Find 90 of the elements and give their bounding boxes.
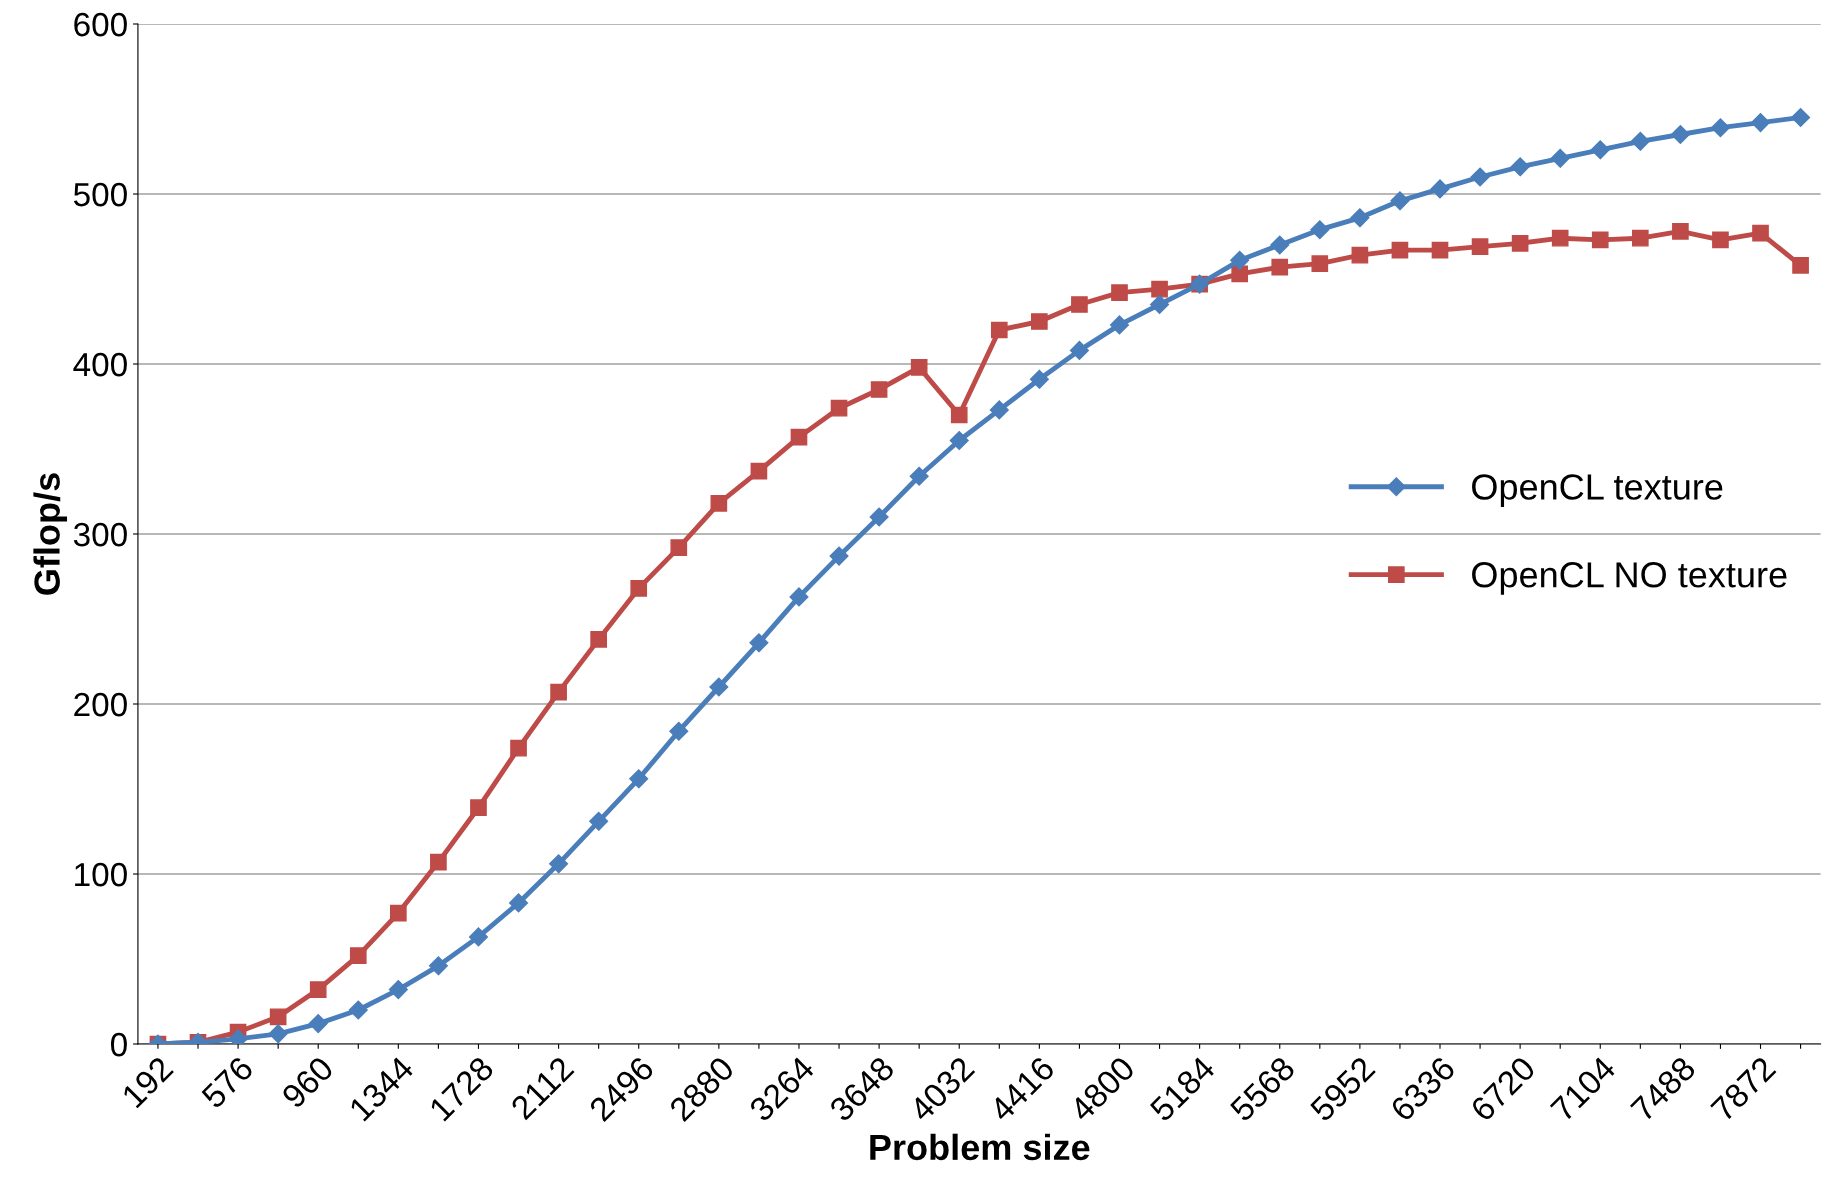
- y-tick-label: 600: [74, 12, 127, 37]
- point: [1071, 296, 1088, 313]
- point: [1390, 191, 1410, 211]
- y-tick-label: 500: [73, 182, 127, 207]
- point: [1351, 246, 1369, 264]
- point: [1431, 241, 1449, 259]
- point: [1151, 280, 1168, 298]
- point: [989, 400, 1009, 420]
- point: [348, 1000, 368, 1020]
- point: [1111, 284, 1128, 301]
- x-tick-label: 192: [121, 1055, 175, 1109]
- point: [750, 462, 768, 480]
- point: [790, 428, 808, 446]
- point: [1031, 313, 1048, 330]
- point: [388, 980, 408, 1000]
- point: [269, 1008, 287, 1026]
- y-axis-title: Gflop/s: [33, 473, 68, 595]
- point: [630, 580, 648, 597]
- point: [1712, 231, 1729, 249]
- point: [829, 546, 849, 566]
- point: [749, 633, 769, 653]
- point: [1511, 234, 1529, 252]
- point: [910, 359, 928, 376]
- point: [268, 1024, 288, 1044]
- point: [309, 981, 327, 998]
- point: [1750, 113, 1771, 133]
- point: [1311, 255, 1329, 273]
- point: [1430, 179, 1450, 199]
- point: [508, 893, 529, 913]
- point: [990, 321, 1008, 339]
- point: [1791, 107, 1811, 128]
- point: [629, 769, 649, 789]
- point: [390, 904, 407, 922]
- point: [470, 799, 487, 817]
- legend-label: OpenCL NO texture: [1472, 562, 1787, 595]
- point: [830, 399, 848, 417]
- point: [1670, 124, 1690, 145]
- y-tick-label: 200: [74, 692, 127, 717]
- point: [1471, 238, 1489, 256]
- point: [909, 466, 929, 486]
- point: [549, 854, 569, 874]
- point: [1150, 294, 1170, 315]
- point: [710, 495, 728, 512]
- point: [709, 677, 729, 697]
- y-tick-label: 300: [73, 522, 127, 547]
- point: [869, 507, 889, 527]
- point: [1551, 229, 1569, 247]
- point: [1510, 157, 1530, 177]
- point: [430, 853, 447, 871]
- point: [1069, 340, 1089, 360]
- point: [349, 947, 367, 964]
- point: [1270, 235, 1290, 255]
- point: [1109, 315, 1130, 335]
- point: [1310, 220, 1330, 240]
- point: [1350, 208, 1370, 228]
- point: [669, 721, 689, 741]
- point: [1630, 131, 1650, 151]
- point: [1590, 140, 1610, 160]
- y-tick-label: 400: [73, 352, 127, 377]
- point: [950, 406, 968, 424]
- point: [1591, 231, 1609, 249]
- point: [589, 811, 609, 831]
- point: [1271, 258, 1289, 276]
- legend-label: OpenCL texture: [1472, 474, 1723, 507]
- x-axis-title: Problem size: [870, 1133, 1090, 1161]
- point: [1029, 369, 1049, 389]
- point: [1710, 118, 1730, 138]
- point: [949, 430, 969, 451]
- point: [1470, 167, 1490, 187]
- y-tick-label: 100: [75, 862, 127, 887]
- x-tick-label: 576: [200, 1055, 255, 1110]
- point: [1752, 224, 1769, 242]
- point: [789, 587, 809, 607]
- point: [468, 927, 489, 947]
- point: [1391, 241, 1409, 259]
- point: [550, 683, 567, 701]
- point: [428, 956, 448, 976]
- point: [1231, 265, 1249, 283]
- point: [870, 381, 888, 398]
- point: [590, 631, 607, 648]
- y-tick-label: 0: [110, 1032, 127, 1057]
- point: [308, 1014, 328, 1034]
- point: [1672, 223, 1689, 240]
- point: [1631, 229, 1649, 247]
- point: [1792, 257, 1809, 274]
- point: [510, 739, 527, 757]
- point: [1550, 148, 1570, 168]
- point: [670, 539, 688, 556]
- x-tick-label: 960: [280, 1055, 335, 1110]
- point: [1230, 250, 1250, 270]
